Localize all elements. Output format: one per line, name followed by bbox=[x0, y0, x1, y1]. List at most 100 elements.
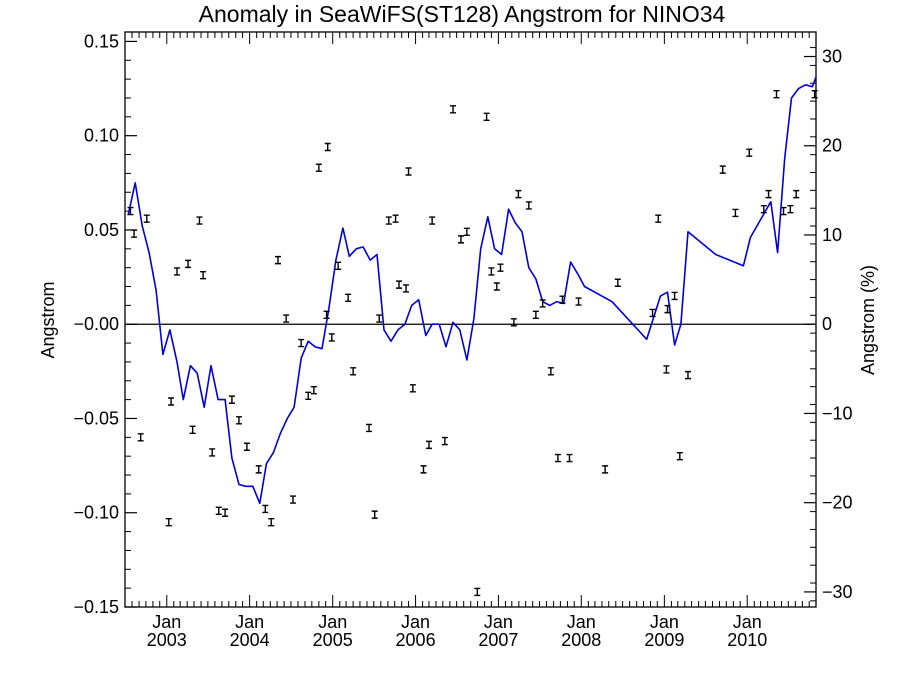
data-point-marker bbox=[275, 255, 282, 265]
x-tick-label-month: Jan bbox=[401, 612, 430, 632]
y2-tick-label: −20 bbox=[822, 493, 853, 513]
y2-tick-label: −10 bbox=[822, 403, 853, 423]
y2-tick-label: −30 bbox=[822, 582, 853, 602]
data-point-marker bbox=[335, 261, 342, 270]
x-tick-label-year: 2010 bbox=[727, 630, 767, 650]
data-point-marker bbox=[131, 229, 138, 238]
y2-tick-label: 0 bbox=[822, 314, 832, 334]
data-point-marker bbox=[392, 214, 399, 223]
data-point-marker bbox=[403, 284, 410, 293]
data-point-marker bbox=[262, 504, 269, 514]
y-tick-label: −0.10 bbox=[73, 503, 119, 523]
chart-title: Anomaly in SeaWiFS(ST128) Angstrom for N… bbox=[199, 1, 726, 27]
y2-tick-label: 20 bbox=[822, 136, 842, 156]
data-point-marker bbox=[215, 506, 222, 516]
data-point-marker bbox=[483, 112, 490, 122]
y-axis-label-left: Angstrom bbox=[38, 281, 58, 358]
data-point-marker bbox=[493, 282, 500, 291]
data-point-marker bbox=[243, 442, 250, 451]
data-point-marker bbox=[732, 208, 739, 218]
data-point-marker bbox=[539, 299, 546, 308]
data-point-marker bbox=[684, 370, 691, 380]
data-point-marker bbox=[200, 270, 207, 280]
data-point-marker bbox=[143, 214, 150, 223]
data-point-marker bbox=[532, 310, 539, 319]
data-point-marker bbox=[760, 205, 767, 214]
data-point-marker bbox=[429, 216, 436, 225]
data-point-marker bbox=[457, 235, 464, 244]
data-point-marker bbox=[425, 440, 432, 450]
data-point-marker bbox=[235, 416, 242, 425]
data-point-marker bbox=[173, 267, 180, 276]
plot-area: −0.15 −0.10 −0.05 −0.00 0.05 0.10 0.15 −30 −20 −1… bbox=[73, 31, 853, 650]
data-point-marker bbox=[222, 508, 229, 517]
data-point-marker bbox=[371, 510, 378, 519]
x-tick-label-year: 2009 bbox=[644, 630, 684, 650]
data-point-marker bbox=[664, 304, 671, 314]
data-point-marker bbox=[328, 333, 335, 342]
data-point-marker bbox=[676, 451, 683, 461]
data-point-marker bbox=[315, 163, 322, 172]
data-point-marker bbox=[525, 201, 532, 210]
angstrom-percent-line bbox=[127, 76, 817, 505]
data-point-marker bbox=[655, 214, 662, 223]
data-point-marker bbox=[441, 436, 448, 446]
data-point-marker bbox=[366, 423, 373, 433]
data-point-marker bbox=[345, 293, 352, 303]
y-axis-label-right: Angstrom (%) bbox=[858, 265, 878, 375]
x-tick-label-month: Jan bbox=[484, 612, 513, 632]
x-tick-label-month: Jan bbox=[235, 612, 264, 632]
data-point-marker bbox=[168, 397, 175, 406]
y-tick-label: 0.15 bbox=[84, 31, 119, 51]
data-point-marker bbox=[310, 385, 317, 395]
data-point-marker bbox=[566, 453, 573, 463]
data-point-marker bbox=[350, 367, 357, 376]
data-point-marker bbox=[409, 384, 416, 393]
y-tick-label: −0.05 bbox=[73, 408, 119, 428]
data-point-marker bbox=[773, 90, 780, 99]
data-point-marker bbox=[209, 448, 216, 457]
x-tick-label-month: Jan bbox=[650, 612, 679, 632]
data-point-marker bbox=[283, 314, 290, 323]
data-point-marker bbox=[298, 338, 305, 348]
x-tick-label-year: 2008 bbox=[561, 630, 601, 650]
data-point-marker bbox=[137, 433, 144, 442]
data-point-marker bbox=[376, 314, 383, 323]
data-point-marker bbox=[663, 365, 670, 374]
data-point-marker bbox=[305, 391, 312, 401]
data-point-marker bbox=[323, 310, 330, 319]
data-point-marker bbox=[671, 291, 678, 301]
data-point-marker bbox=[780, 206, 787, 216]
data-point-marker bbox=[488, 267, 495, 276]
y2-tick-label: 30 bbox=[822, 47, 842, 67]
x-tick-label-month: Jan bbox=[152, 612, 181, 632]
data-point-marker bbox=[602, 465, 609, 474]
data-point-marker bbox=[463, 227, 470, 237]
x-tick-label-year: 2005 bbox=[313, 630, 353, 650]
x-tick-label-month: Jan bbox=[567, 612, 596, 632]
y-tick-label: −0.00 bbox=[73, 314, 119, 334]
data-point-marker bbox=[575, 297, 582, 306]
data-point-marker bbox=[324, 142, 331, 152]
data-point-marker bbox=[614, 278, 621, 287]
data-point-marker bbox=[127, 206, 134, 216]
data-point-marker bbox=[559, 295, 566, 304]
y2-tick-label: 10 bbox=[822, 225, 842, 245]
data-point-marker bbox=[405, 167, 412, 176]
data-point-marker bbox=[746, 148, 753, 157]
data-point-marker bbox=[255, 465, 262, 474]
x-tick-label-year: 2006 bbox=[396, 630, 436, 650]
data-point-marker bbox=[385, 216, 392, 225]
data-point-marker bbox=[289, 495, 296, 504]
data-point-marker bbox=[420, 465, 427, 474]
data-point-marker bbox=[165, 517, 172, 527]
data-point-marker bbox=[228, 395, 235, 404]
data-point-marker bbox=[196, 216, 203, 225]
data-point-marker bbox=[395, 280, 402, 289]
data-point-marker bbox=[268, 517, 275, 527]
data-point-marker bbox=[510, 318, 517, 327]
y-tick-label: −0.15 bbox=[73, 597, 119, 617]
data-point-marker bbox=[497, 263, 504, 272]
y-tick-label: 0.05 bbox=[84, 220, 119, 240]
